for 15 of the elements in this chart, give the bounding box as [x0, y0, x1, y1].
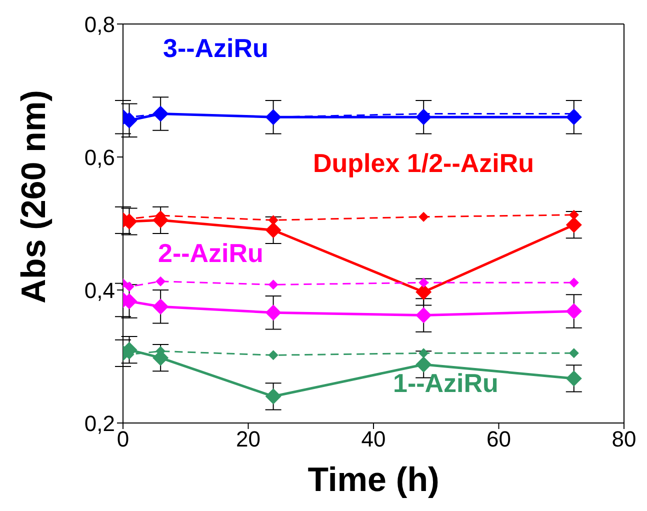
- x-tick-label: 80: [612, 426, 636, 452]
- x-tick-label: 60: [486, 426, 511, 452]
- x-axis-title: Time (h): [308, 461, 440, 499]
- x-tick-label: 0: [116, 426, 130, 452]
- x-tick-label: 40: [361, 426, 386, 452]
- series-label: 3--AziRu: [163, 33, 268, 64]
- series-label: 2--AziRu: [158, 238, 264, 269]
- text: Duplex 1/2--AziRu: [313, 148, 534, 179]
- series-label: 1--AziRu: [393, 368, 498, 399]
- y-tick-label: 0,2: [84, 410, 115, 436]
- y-tick-label: 0,6: [84, 144, 115, 170]
- y-tick-label: 0,4: [84, 278, 115, 303]
- y-axis-title: Abs (260 nm): [15, 90, 54, 304]
- x-tick-label: 20: [236, 426, 260, 452]
- y-tick-label: 0,8: [84, 12, 115, 37]
